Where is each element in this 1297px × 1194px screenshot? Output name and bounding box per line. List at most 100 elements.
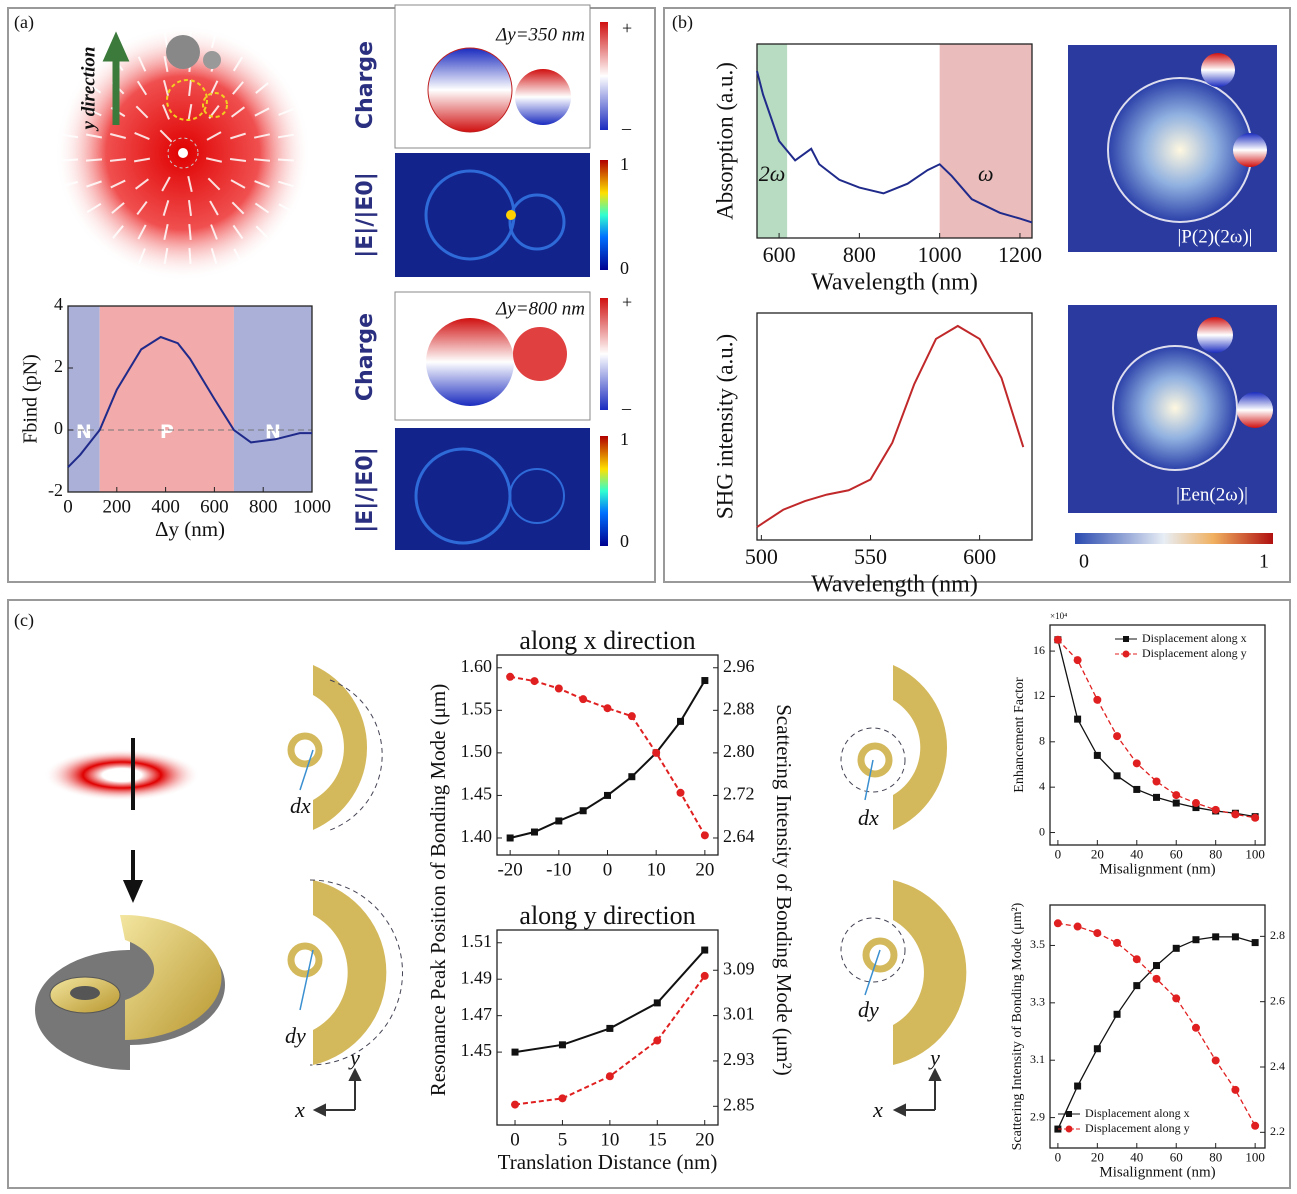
x-tick-label: 1000 [918, 242, 962, 267]
marker [1074, 923, 1082, 931]
y2-tick-label: 2.64 [723, 826, 755, 846]
marker [677, 718, 684, 725]
colorbar-label: 0 [620, 531, 629, 551]
marker [628, 712, 636, 720]
map-label: |Een(2ω)| [1176, 484, 1248, 505]
marker [1074, 1083, 1081, 1090]
marker [558, 1094, 566, 1102]
marker [555, 685, 563, 693]
y2-tick-label: 2.6 [1270, 993, 1285, 1007]
map-label: |E|/|E0| [353, 172, 378, 258]
polarization-map [1108, 78, 1252, 222]
field-map [1197, 317, 1233, 353]
x-tick-label: 10 [647, 860, 666, 881]
y-tick-label: 1.55 [461, 698, 493, 718]
y-axis-label: Absorption (a.u.) [712, 62, 737, 220]
y2-axis-label: Scattering Intensity of Bonding Mode (μm… [772, 704, 796, 1076]
page: Figure body{margin:0;background:#fff;fon… [0, 0, 1297, 1194]
charge-map [513, 327, 567, 381]
marker [606, 1025, 613, 1032]
body: {"figure":{ "panel_labels":["(a)","(b)",… [0, 0, 1297, 1194]
x-tick-label: 20 [1091, 1149, 1104, 1164]
y2-tick-label: 2.88 [723, 698, 755, 718]
marker [1133, 955, 1141, 963]
marker [1074, 716, 1081, 723]
x-axis-label: Wavelength (nm) [811, 572, 978, 598]
marker [1133, 786, 1140, 793]
marker [701, 831, 709, 839]
marker [1212, 933, 1219, 940]
legend-marker [1123, 651, 1130, 658]
legend-marker [1123, 636, 1129, 642]
field-arrow [86, 159, 102, 160]
plot-frame [757, 313, 1032, 540]
axis-label: x [294, 1097, 305, 1122]
marker [559, 1041, 566, 1048]
series-line [1058, 640, 1255, 818]
y2-tick-label: 2.93 [723, 1049, 755, 1069]
y2-tick-label: 2.2 [1270, 1124, 1285, 1138]
y-tick-label: 16 [1033, 643, 1045, 657]
polarization-map [1233, 133, 1267, 167]
x-tick-label: 600 [200, 497, 229, 518]
field-map [1113, 346, 1237, 470]
colorbar-label: – [621, 118, 632, 138]
region [234, 306, 312, 492]
marker [628, 773, 635, 780]
y2-tick-label: 2.72 [723, 784, 755, 804]
marker [530, 677, 538, 685]
marker [701, 947, 708, 954]
x-tick-label: -20 [497, 860, 522, 881]
x-tick-label: 400 [151, 497, 180, 518]
marker [1113, 939, 1121, 947]
marker [1251, 814, 1259, 822]
offset-label: dx [858, 805, 879, 830]
hotspot [506, 210, 516, 220]
marker [555, 817, 562, 824]
marker [580, 807, 587, 814]
y-axis-note: ×10⁴ [1050, 611, 1067, 621]
marker [677, 789, 685, 797]
y-tick-label: 1.60 [461, 656, 493, 676]
y-tick-label: 8 [1039, 734, 1045, 748]
marker [1192, 936, 1199, 943]
map-label: |P(2)(2ω)| [1178, 226, 1253, 247]
x-tick-label: 0 [1055, 846, 1062, 861]
colorbar-label: 0 [620, 258, 629, 278]
x-tick-label: 60 [1170, 846, 1183, 861]
marker [1093, 696, 1101, 704]
colorbar [600, 160, 608, 270]
y-tick-label: 1.50 [461, 741, 493, 761]
colorbar [600, 298, 608, 410]
x-tick-label: 200 [103, 497, 132, 518]
x-tick-label: 500 [745, 544, 778, 569]
offset-label: dy [285, 1023, 306, 1048]
y-tick-label: -2 [48, 480, 63, 500]
y-tick-label: 3.1 [1030, 1052, 1045, 1066]
series-line [510, 681, 705, 838]
x-tick-label: 80 [1209, 846, 1222, 861]
x-tick-label: 600 [963, 544, 996, 569]
plot-frame [497, 655, 718, 855]
marker [506, 673, 514, 681]
region [68, 306, 100, 492]
series-line [510, 677, 705, 836]
chart-title: along y direction [519, 901, 695, 930]
x-tick-label: 80 [1209, 1149, 1222, 1164]
field-arrow [189, 224, 190, 240]
legend-marker [1066, 1111, 1072, 1117]
marker [507, 834, 514, 841]
y-tick-label: 1.51 [461, 931, 493, 951]
offset-label: dy [858, 997, 879, 1022]
y2-tick-label: 3.09 [723, 958, 755, 978]
colorbar [600, 436, 608, 546]
marker [1173, 945, 1180, 952]
marker [1173, 800, 1180, 807]
y-tick-label: 1.47 [461, 1004, 493, 1024]
marker [1054, 636, 1062, 644]
direction-label: y direction [78, 47, 99, 132]
legend-label: Displacement along y [1142, 646, 1247, 660]
x-tick-label: 600 [763, 242, 796, 267]
x-tick-label: 0 [603, 860, 613, 881]
axis-label: y [928, 1045, 940, 1070]
